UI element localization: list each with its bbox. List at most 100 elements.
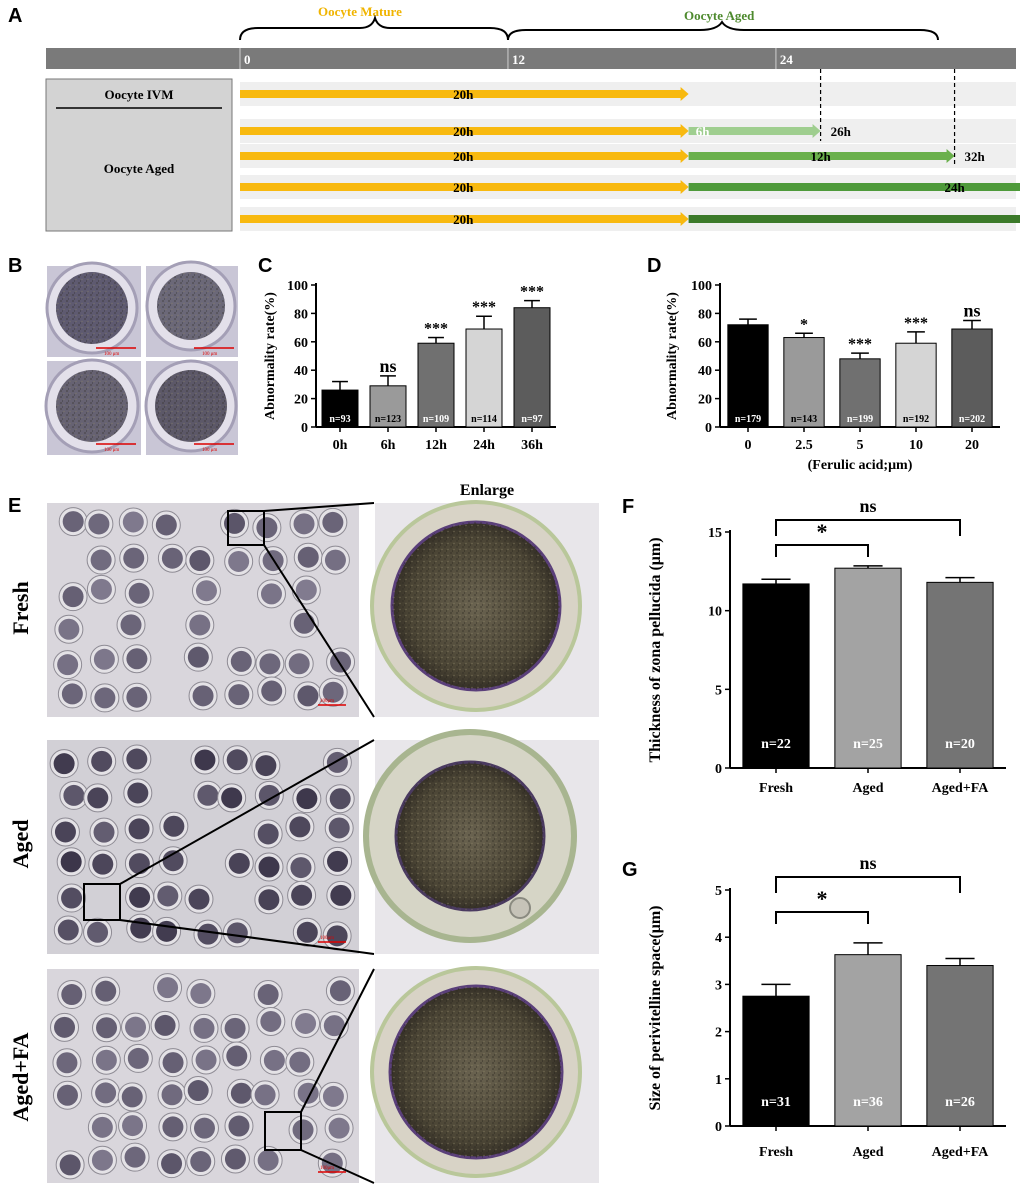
- panel-e-micrographs: E Enlarge Fresh Aged Aged+FA 100μm 100μm…: [8, 482, 599, 1184]
- oocyte-cytoplasm: [126, 648, 148, 670]
- x-tick-label: Aged: [852, 1145, 883, 1160]
- x-tick-label: Fresh: [759, 1145, 793, 1160]
- oocyte-cytoplasm: [189, 614, 211, 636]
- oocyte-cytoplasm: [162, 850, 184, 872]
- zoom-box-fresh: [227, 510, 265, 546]
- y-tick-label: 0: [715, 762, 722, 777]
- y-tick-label: 1: [715, 1073, 722, 1088]
- y-tick-label: 20: [698, 393, 712, 408]
- oocyte-cytoplasm: [322, 1085, 344, 1107]
- zoom-box-aged: [83, 883, 121, 921]
- oocyte-cytoplasm: [297, 685, 319, 707]
- x-tick-label: 6h: [381, 438, 396, 453]
- oocyte-cytoplasm: [126, 686, 148, 708]
- aged-duration-label: 6h: [696, 124, 711, 139]
- oocyte-cytoplasm: [296, 788, 318, 810]
- oocyte-cytoplasm: [58, 618, 80, 640]
- oocyte-cytoplasm: [93, 648, 115, 670]
- oocyte-cytoplasm: [156, 920, 178, 942]
- oocyte-cytoplasm: [129, 886, 151, 908]
- oocyte-cytoplasm: [226, 1045, 248, 1067]
- oocyte-cytoplasm: [92, 853, 114, 875]
- y-tick-label: 100: [691, 279, 712, 294]
- oocyte-cytoplasm: [327, 850, 349, 872]
- oocyte-cytoplasm: [155, 514, 177, 536]
- y-tick-label: 0: [715, 1120, 722, 1135]
- oocyte-cytoplasm: [224, 512, 246, 534]
- n-label: n=25: [853, 737, 883, 752]
- aged-duration-label: 12h: [810, 149, 831, 164]
- scale-label-aged-fa: 100μm: [320, 1166, 334, 1171]
- bar: [834, 567, 902, 769]
- oocyte-cytoplasm: [94, 687, 116, 709]
- zoom-box-aged-fa: [264, 1111, 302, 1151]
- oocyte-cytoplasm: [293, 612, 315, 634]
- x-tick-label: Fresh: [759, 781, 793, 796]
- significance-label: ***: [424, 321, 448, 338]
- y-tick-label: 5: [715, 683, 722, 698]
- oocyte-cytoplasm: [230, 1082, 252, 1104]
- y-tick-label: 60: [698, 336, 712, 351]
- field-aged-fa: 100μm: [47, 969, 359, 1183]
- mature-duration-label: 20h: [453, 87, 474, 102]
- panel-label-d: D: [647, 255, 661, 277]
- y-tick-label: 0: [301, 421, 308, 436]
- aged-group-label: Oocyte Aged: [104, 161, 175, 176]
- aged-brace: [507, 20, 939, 41]
- oocyte-cytoplasm: [259, 653, 281, 675]
- oocyte-cytoplasm: [322, 681, 344, 703]
- endpoint-label: 32h: [965, 149, 986, 164]
- x-tick-label: Aged: [852, 781, 883, 796]
- n-label: n=20: [945, 737, 975, 752]
- oocyte-cytoplasm: [163, 815, 185, 837]
- oocyte-cytoplasm: [195, 1049, 217, 1071]
- aged-phase-label: Oocyte Aged: [684, 8, 755, 23]
- aged-arrow: [688, 149, 955, 163]
- x-tick-label: 0: [745, 438, 752, 453]
- timeline-rows: 20h20h6h26h20h12h32h20h24h44h20h36h56h: [240, 69, 1020, 231]
- oocyte-cytoplasm: [120, 614, 142, 636]
- oocyte-cytoplasm: [95, 980, 117, 1002]
- oocyte-cytoplasm: [61, 984, 83, 1006]
- mature-arrow: [240, 124, 689, 138]
- bar: [727, 324, 769, 428]
- bar: [834, 954, 902, 1127]
- oocyte-cytoplasm: [260, 1010, 282, 1032]
- panel-label-a: A: [8, 5, 22, 27]
- y-tick-label: 5: [715, 884, 722, 899]
- x-tick-label: 10: [909, 438, 923, 453]
- x-tick-label: 12h: [425, 438, 447, 453]
- oocyte-cytoplasm: [162, 1052, 184, 1074]
- x-tick-label: Aged+FA: [932, 1145, 990, 1160]
- oocyte-cytoplasm: [257, 823, 279, 845]
- oocyte-cytoplasm: [295, 579, 317, 601]
- oocyte-cytoplasm: [258, 889, 280, 911]
- oocyte-cytoplasm: [228, 1115, 250, 1137]
- oocyte-cytoplasm: [187, 1080, 209, 1102]
- oocyte-cytoplasm: [96, 1017, 118, 1039]
- oocyte-cytoplasm: [221, 787, 243, 809]
- n-label: n=199: [847, 414, 873, 425]
- oocyte-cytoplasm: [330, 884, 352, 906]
- significance-label: ***: [520, 284, 544, 301]
- oocyte-cytoplasm: [128, 818, 150, 840]
- enlarged-fresh: [370, 500, 599, 717]
- significance-label: ***: [848, 336, 872, 353]
- field-aged: 100μm: [47, 740, 359, 954]
- oocyte-cytoplasm: [255, 755, 277, 777]
- oocyte-cytoplasm: [87, 787, 109, 809]
- timeline-ticks: 01224364860: [239, 48, 793, 69]
- y-axis-label: Thickness of zona pellucida (μm): [647, 537, 664, 762]
- comparison-label: ns: [905, 0, 922, 4]
- oocyte-cytoplasm: [60, 851, 82, 873]
- oocyte-cytoplasm: [258, 784, 280, 806]
- zoom-lines: [119, 502, 375, 1184]
- panel-label-g: G: [622, 859, 638, 881]
- chart-f-zona-pellucida: 0 5 10 15 Thickness of zona pellucida (μm) Fr…: [647, 0, 1006, 796]
- n-label: n=143: [791, 414, 817, 425]
- n-label: n=36: [853, 1095, 883, 1110]
- n-label: n=123: [375, 414, 401, 425]
- oocyte-cytoplasm: [291, 884, 313, 906]
- comparison-bracket: [775, 911, 869, 924]
- scale-label-fresh: 100μm: [320, 699, 334, 704]
